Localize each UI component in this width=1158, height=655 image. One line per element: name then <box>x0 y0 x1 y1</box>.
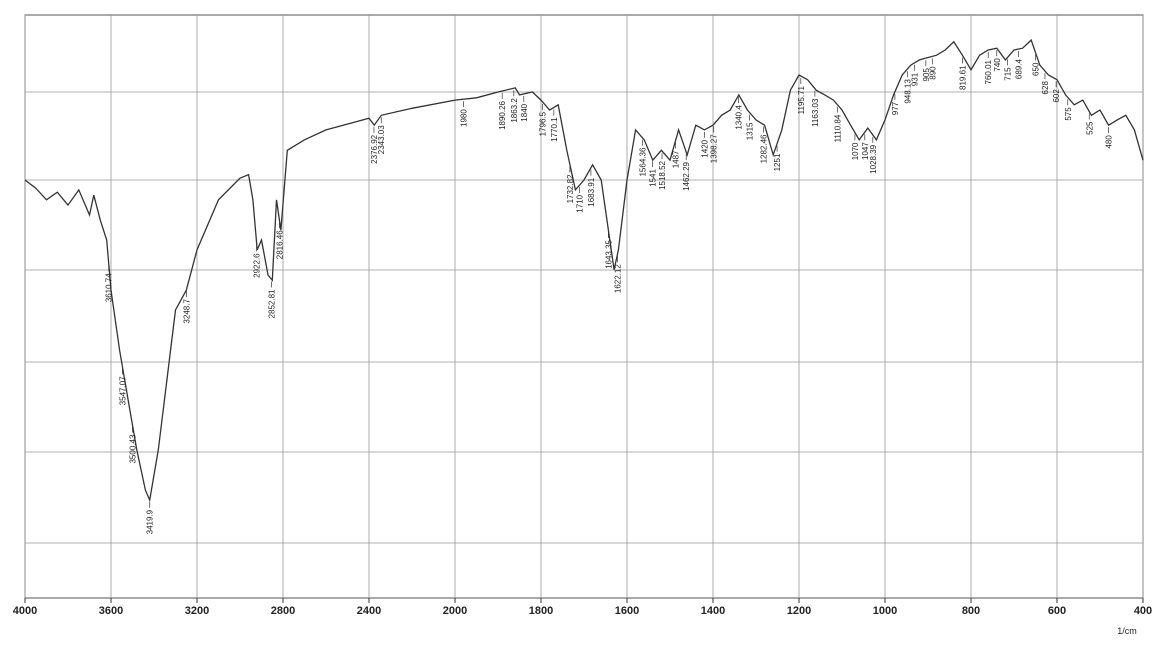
peak-label: 3419.9 <box>146 509 155 534</box>
x-tick-label: 1400 <box>701 605 725 617</box>
peak-label: 1541 <box>648 169 657 187</box>
peak-label: 1251 <box>773 153 782 171</box>
peak-label: 1487 <box>672 150 681 168</box>
x-tick-label: 1000 <box>873 605 897 617</box>
peak-label: 905 <box>922 68 931 82</box>
peak-label: 1028.39 <box>869 144 878 173</box>
x-tick-label: 1600 <box>615 605 639 617</box>
peak-label: 1863.2 <box>510 98 519 123</box>
peak-label: 1890.26 <box>498 100 507 129</box>
peak-label: 525 <box>1085 121 1094 135</box>
peak-label: 1796.5 <box>539 111 548 136</box>
peak-label: 2852.81 <box>268 289 277 318</box>
peak-label: 1643.35 <box>604 239 613 268</box>
peak-label: 977 <box>891 101 900 115</box>
peak-label: 890 <box>928 66 937 80</box>
x-tick-label: 2400 <box>357 605 381 617</box>
peak-label: 1195.71 <box>797 85 806 114</box>
peak-label: 1163.03 <box>811 98 820 127</box>
peak-label: 575 <box>1064 107 1073 121</box>
peak-label: 740 <box>993 58 1002 72</box>
peak-label: 2376.92 <box>370 134 379 163</box>
peak-label: 602 <box>1052 89 1061 103</box>
x-tick-label: 3600 <box>99 605 123 617</box>
x-tick-label: 1800 <box>529 605 553 617</box>
x-tick-label: 800 <box>962 605 980 617</box>
peak-label: 1518.52 <box>658 160 667 189</box>
peak-label: 1340.4 <box>735 105 744 130</box>
peak-label: 1315 <box>746 122 755 140</box>
x-tick-label: 3200 <box>185 605 209 617</box>
peak-label: 931 <box>911 72 920 86</box>
peak-label: 948.13 <box>903 79 912 104</box>
x-tick-label: 1200 <box>787 605 811 617</box>
peak-label: 1462.29 <box>682 161 691 190</box>
peak-label: 1710 <box>576 194 585 212</box>
peak-label: 1420 <box>700 139 709 157</box>
spectrum-line <box>24 38 1144 503</box>
peak-label: 1732.82 <box>566 174 575 203</box>
x-tick-label: 4000 <box>13 605 37 617</box>
peak-label: 1282.46 <box>760 134 769 163</box>
peak-label: 760.01 <box>984 59 993 84</box>
peak-label: 1770.1 <box>550 117 559 142</box>
peak-label: 689.4 <box>1015 59 1024 80</box>
peak-label: 1070 <box>851 142 860 160</box>
peak-label: 2922.6 <box>253 253 262 278</box>
peak-label: 628 <box>1041 81 1050 95</box>
peak-label: 1110.84 <box>833 114 842 142</box>
peak-label: 3500.43 <box>128 434 137 463</box>
peak-label: 1398.27 <box>710 134 719 163</box>
x-tick-label: 400 <box>1134 605 1152 617</box>
x-tick-label: 2800 <box>271 605 295 617</box>
peak-label: 480 <box>1105 135 1114 149</box>
plot-frame <box>24 14 1144 599</box>
peak-label: 715 <box>1004 67 1013 81</box>
peak-label: 1840 <box>520 103 529 121</box>
peak-label: 1622.12 <box>614 264 623 293</box>
x-tick-label: 600 <box>1048 605 1066 617</box>
peak-label: 819.61 <box>959 65 968 90</box>
x-tick-label: 2000 <box>443 605 467 617</box>
peak-label: 2343.03 <box>377 125 386 154</box>
peak-label: 1564.36 <box>638 147 647 176</box>
peak-label: 1047 <box>861 142 870 160</box>
x-axis-label: 1/cm <box>1117 626 1137 636</box>
peak-label: 3248.7 <box>183 299 192 324</box>
peak-label: 3610.74 <box>105 273 114 302</box>
peak-label: 1980 <box>460 109 469 127</box>
peak-label: 1683.91 <box>587 177 596 206</box>
peak-label: 3547.07 <box>118 376 127 405</box>
peak-label: 2816.46 <box>276 230 285 259</box>
peak-label: 650 <box>1032 62 1041 76</box>
